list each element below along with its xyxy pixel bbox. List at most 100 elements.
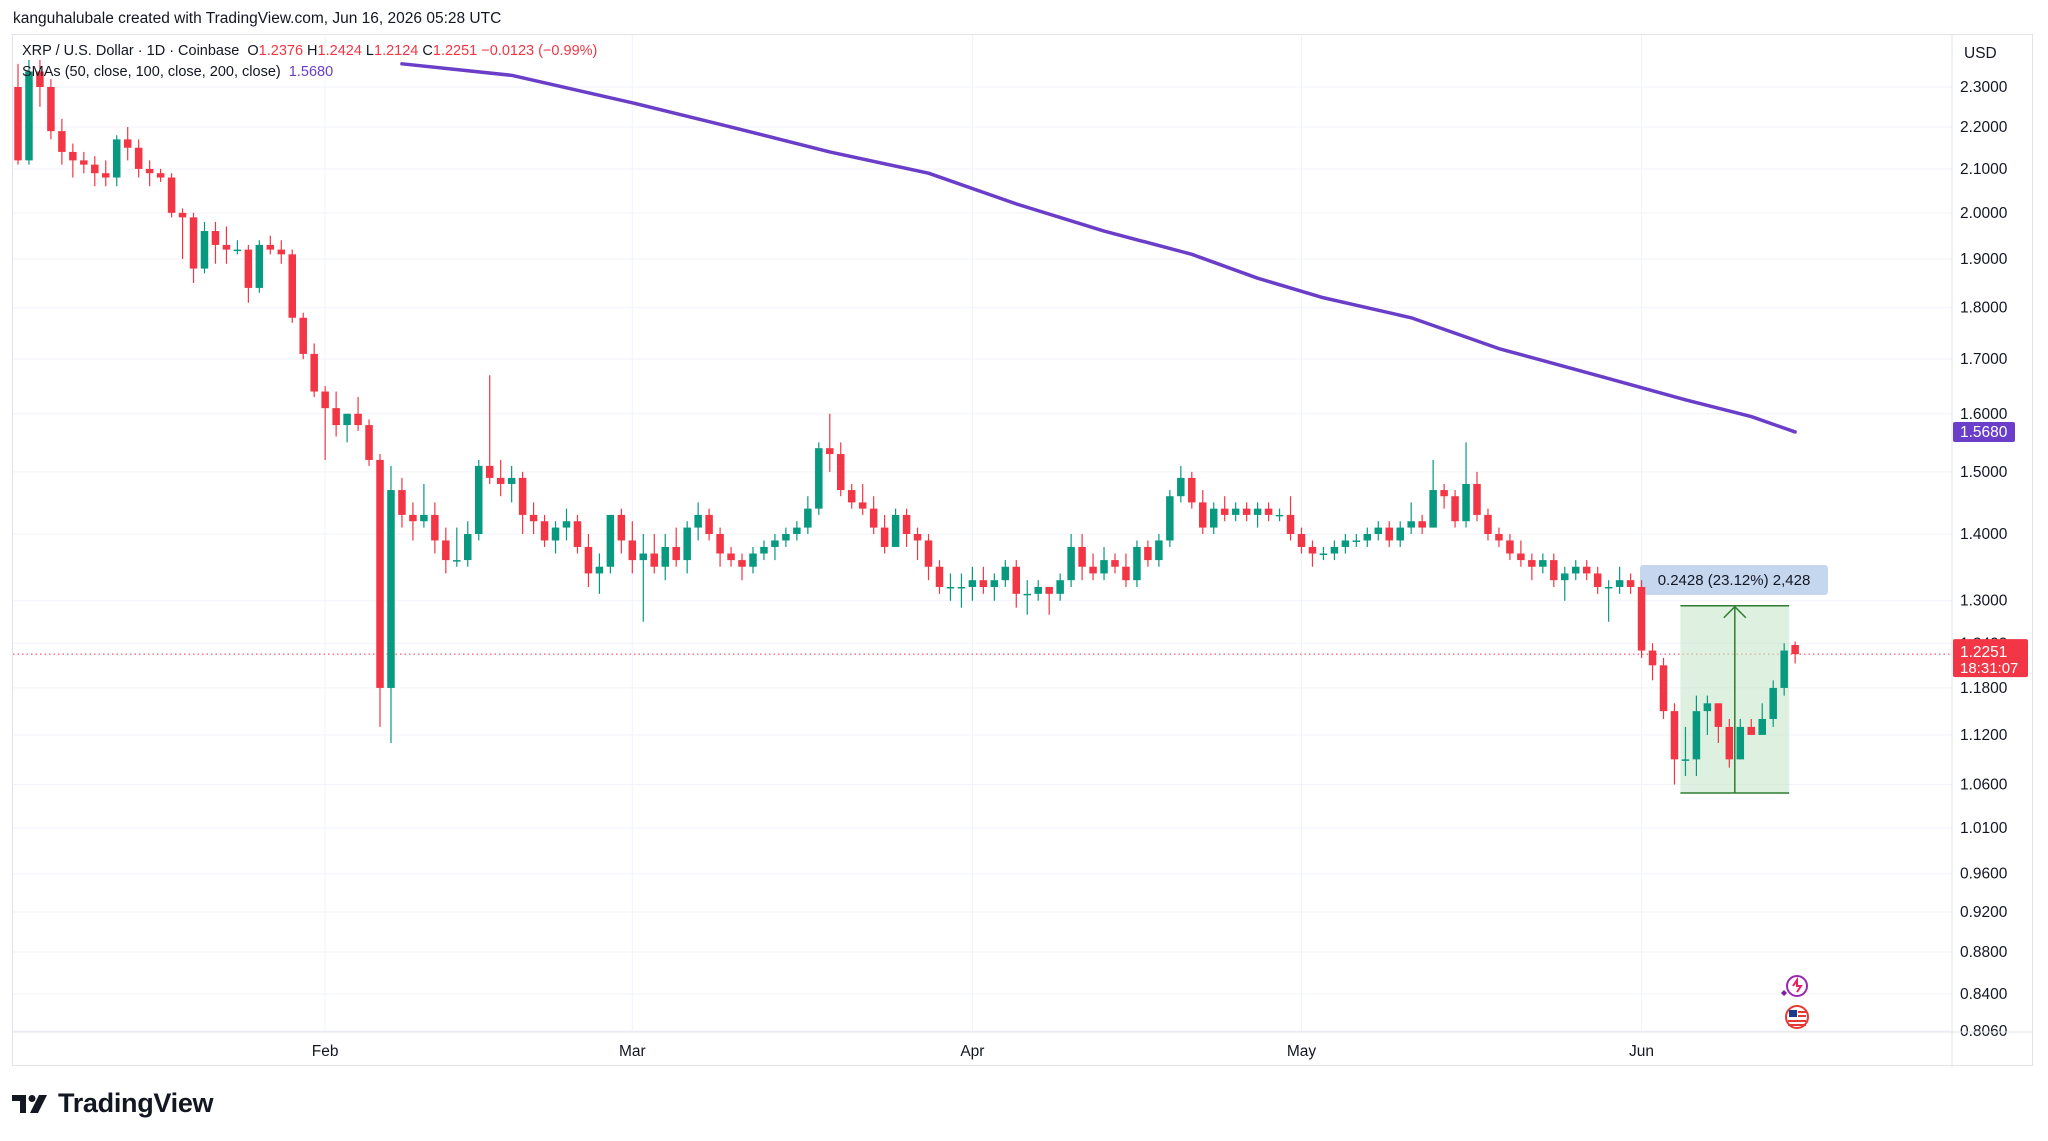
candle-body <box>1407 521 1415 528</box>
measure-label: 0.2428 (23.12%) 2,428 <box>1640 565 1828 595</box>
candle-up <box>1615 566 1624 594</box>
candle-up <box>343 413 351 443</box>
candle-down <box>869 496 878 534</box>
y-tick-label: 1.1200 <box>1960 727 2008 744</box>
candle-body <box>507 477 516 484</box>
candle-down <box>36 60 44 107</box>
candle-up <box>1166 490 1174 547</box>
y-tick-label: 0.8400 <box>1960 986 2008 1003</box>
candle-down <box>332 391 340 437</box>
candle-up <box>387 465 395 743</box>
candle-up <box>1736 718 1745 760</box>
candle-down <box>924 533 933 581</box>
candle-body <box>1780 650 1788 688</box>
candle-body <box>233 249 242 252</box>
y-tick-label: 1.8000 <box>1960 300 2008 317</box>
candle-body <box>1242 508 1251 515</box>
candle-body <box>935 566 944 587</box>
candle-body <box>1582 566 1591 574</box>
candle-body <box>1769 687 1777 719</box>
open-value: 1.2376 <box>258 43 304 59</box>
candle-down <box>288 249 296 323</box>
candle-body <box>1604 586 1613 589</box>
candle-up <box>1067 533 1075 587</box>
candle-body <box>1626 580 1635 587</box>
candle-down <box>431 502 439 554</box>
candle-body <box>1045 586 1053 594</box>
candle-down <box>277 240 286 264</box>
candle-up <box>1429 459 1437 528</box>
sma-legend[interactable]: SMAs (50, close, 100, close, 200, close)… <box>22 64 333 80</box>
candle-down <box>1122 553 1130 587</box>
sma-price-label: 1.5680 <box>1960 424 2008 441</box>
candle-up <box>749 546 757 574</box>
candle-body <box>1747 726 1756 735</box>
candle-body <box>804 508 812 528</box>
candle-down <box>1528 553 1536 581</box>
candle-body <box>1363 533 1372 541</box>
candle-down <box>1659 657 1668 719</box>
y-tick-label: 1.3000 <box>1960 593 2008 610</box>
candle-body <box>112 139 121 178</box>
y-tick-label: 0.9200 <box>1960 904 2008 921</box>
candle-up <box>782 527 790 547</box>
tradingview-logo[interactable]: TradingView <box>12 1088 214 1119</box>
candle-down <box>1220 496 1229 522</box>
candle-up <box>1539 553 1547 574</box>
candle-up <box>25 60 33 165</box>
current-price-label: 1.2251 <box>1960 644 2007 661</box>
candle-down <box>628 521 637 574</box>
candle-body <box>474 465 483 534</box>
close-label: C <box>422 43 433 59</box>
candle-up <box>1253 502 1262 528</box>
y-tick-label: 2.3000 <box>1960 79 2008 96</box>
candle-body <box>244 249 253 288</box>
y-tick-label: 0.8800 <box>1960 944 2008 961</box>
x-tick-label: May <box>1287 1043 1317 1060</box>
candle-down <box>1078 533 1086 581</box>
candle-down <box>1648 643 1657 681</box>
candle-down <box>365 419 373 466</box>
candle-body <box>200 231 209 269</box>
candle-up <box>990 573 999 601</box>
sma-legend-label: SMAs (50, close, 100, close, 200, close) <box>22 64 281 80</box>
candle-body <box>1725 726 1734 760</box>
candle-body <box>1571 566 1580 574</box>
candle-down <box>913 527 922 561</box>
candle-body <box>1166 496 1174 541</box>
candle-down <box>650 533 659 574</box>
candle-up <box>1604 580 1613 622</box>
candle-up <box>1396 521 1404 547</box>
candle-body <box>924 540 933 567</box>
candle-body <box>826 448 834 455</box>
candle-body <box>661 546 669 567</box>
candle-up <box>1769 680 1777 727</box>
candle-down <box>69 143 77 178</box>
candle-body <box>167 177 176 213</box>
time-axis: Feb Mar Apr May Jun <box>13 1031 2032 1060</box>
candle-body <box>1330 546 1339 554</box>
candle-body <box>782 533 790 541</box>
y-tick-label: 1.1800 <box>1960 680 2008 697</box>
candle-body <box>1144 546 1152 561</box>
change-value: −0.0123 (−0.99%) <box>481 43 598 59</box>
sma-layer <box>400 62 1797 434</box>
symbol-legend: XRP / U.S. Dollar · 1D · Coinbase O1.237… <box>22 43 597 59</box>
candle-up <box>1341 533 1350 554</box>
open-label: O <box>247 43 259 59</box>
candle-down <box>540 514 549 547</box>
low-label: L <box>365 43 374 59</box>
y-tick-label: 1.0100 <box>1960 820 2008 837</box>
candle-down <box>727 546 735 567</box>
candle-up <box>1780 643 1788 696</box>
candle-body <box>562 521 571 528</box>
candle-body <box>123 139 132 148</box>
candle-up <box>771 533 779 561</box>
candle-body <box>1418 521 1426 528</box>
candle-body <box>639 553 648 561</box>
candle-body <box>1440 490 1448 497</box>
candle-down <box>1725 718 1734 768</box>
candle-down <box>409 502 417 541</box>
